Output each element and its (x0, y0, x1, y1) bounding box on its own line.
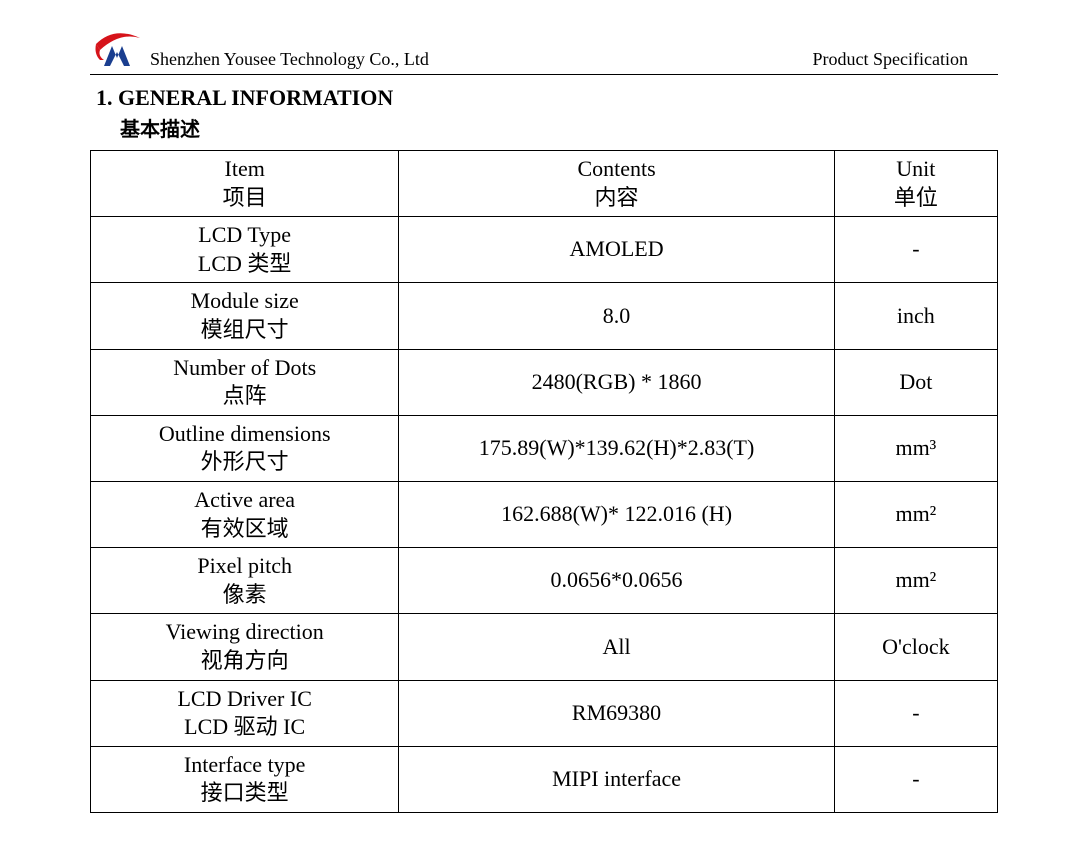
header-spec-label: Product Specification (813, 49, 998, 70)
cell-item: Pixel pitch像素 (91, 548, 399, 614)
cell-contents: 162.688(W)* 122.016 (H) (399, 481, 834, 547)
header-left: Shenzhen Yousee Technology Co., Ltd (90, 30, 429, 72)
cell-item-cn: 模组尺寸 (97, 316, 392, 345)
cell-item-cn: 点阵 (97, 382, 392, 411)
cell-unit: mm³ (834, 415, 997, 481)
cell-contents: 0.0656*0.0656 (399, 548, 834, 614)
cell-item-cn: 像素 (97, 581, 392, 610)
cell-item: Module size模组尺寸 (91, 283, 399, 349)
col-header-unit-en: Unit (841, 155, 991, 184)
cell-contents: RM69380 (399, 680, 834, 746)
table-row: Module size模组尺寸8.0inch (91, 283, 998, 349)
col-header-contents-cn: 内容 (405, 184, 827, 213)
cell-contents: 175.89(W)*139.62(H)*2.83(T) (399, 415, 834, 481)
cell-unit: - (834, 680, 997, 746)
cell-unit: inch (834, 283, 997, 349)
cell-contents: 2480(RGB) * 1860 (399, 349, 834, 415)
cell-item-en: Pixel pitch (97, 552, 392, 581)
cell-unit: - (834, 217, 997, 283)
cell-item-cn: 外形尺寸 (97, 448, 392, 477)
table-header-row: Item 项目 Contents 内容 Unit 单位 (91, 151, 998, 217)
col-header-item-cn: 项目 (97, 184, 392, 213)
cell-item-en: Viewing direction (97, 618, 392, 647)
table-row: Active area有效区域162.688(W)* 122.016 (H)mm… (91, 481, 998, 547)
table-row: Interface type接口类型MIPI interface- (91, 746, 998, 812)
cell-unit: mm² (834, 548, 997, 614)
col-header-contents: Contents 内容 (399, 151, 834, 217)
cell-item: Number of Dots点阵 (91, 349, 399, 415)
cell-item-en: Number of Dots (97, 354, 392, 383)
cell-item-en: LCD Driver IC (97, 685, 392, 714)
cell-item: Interface type接口类型 (91, 746, 399, 812)
col-header-unit-cn: 单位 (841, 184, 991, 213)
cell-item-en: Active area (97, 486, 392, 515)
cell-unit: Dot (834, 349, 997, 415)
cell-item: Viewing direction视角方向 (91, 614, 399, 680)
cell-item-en: Module size (97, 287, 392, 316)
table-row: Viewing direction视角方向AllO'clock (91, 614, 998, 680)
company-name: Shenzhen Yousee Technology Co., Ltd (150, 49, 429, 70)
cell-contents: AMOLED (399, 217, 834, 283)
cell-unit: O'clock (834, 614, 997, 680)
spec-table-body: LCD TypeLCD 类型AMOLED-Module size模组尺寸8.0i… (91, 217, 998, 813)
table-row: LCD Driver ICLCD 驱动 ICRM69380- (91, 680, 998, 746)
cell-item-cn: LCD 驱动 IC (97, 713, 392, 742)
col-header-item: Item 项目 (91, 151, 399, 217)
table-row: LCD TypeLCD 类型AMOLED- (91, 217, 998, 283)
col-header-item-en: Item (97, 155, 392, 184)
cell-item-cn: 视角方向 (97, 647, 392, 676)
document-header: Shenzhen Yousee Technology Co., Ltd Prod… (90, 30, 998, 75)
cell-item-en: Outline dimensions (97, 420, 392, 449)
col-header-unit: Unit 单位 (834, 151, 997, 217)
cell-item-cn: LCD 类型 (97, 250, 392, 279)
cell-item-cn: 接口类型 (97, 779, 392, 808)
table-row: Outline dimensions外形尺寸175.89(W)*139.62(H… (91, 415, 998, 481)
cell-item-en: Interface type (97, 751, 392, 780)
section-subtitle: 基本描述 (120, 113, 998, 142)
cell-item: Active area有效区域 (91, 481, 399, 547)
cell-unit: mm² (834, 481, 997, 547)
cell-item: Outline dimensions外形尺寸 (91, 415, 399, 481)
company-logo-icon (90, 30, 144, 72)
table-row: Pixel pitch像素0.0656*0.0656mm² (91, 548, 998, 614)
table-row: Number of Dots点阵2480(RGB) * 1860Dot (91, 349, 998, 415)
cell-item-en: LCD Type (97, 221, 392, 250)
cell-item: LCD TypeLCD 类型 (91, 217, 399, 283)
cell-unit: - (834, 746, 997, 812)
cell-contents: 8.0 (399, 283, 834, 349)
col-header-contents-en: Contents (405, 155, 827, 184)
section-title: 1. GENERAL INFORMATION (96, 85, 998, 111)
cell-contents: MIPI interface (399, 746, 834, 812)
cell-item: LCD Driver ICLCD 驱动 IC (91, 680, 399, 746)
cell-contents: All (399, 614, 834, 680)
spec-table: Item 项目 Contents 内容 Unit 单位 LCD TypeLCD … (90, 150, 998, 813)
cell-item-cn: 有效区域 (97, 515, 392, 544)
